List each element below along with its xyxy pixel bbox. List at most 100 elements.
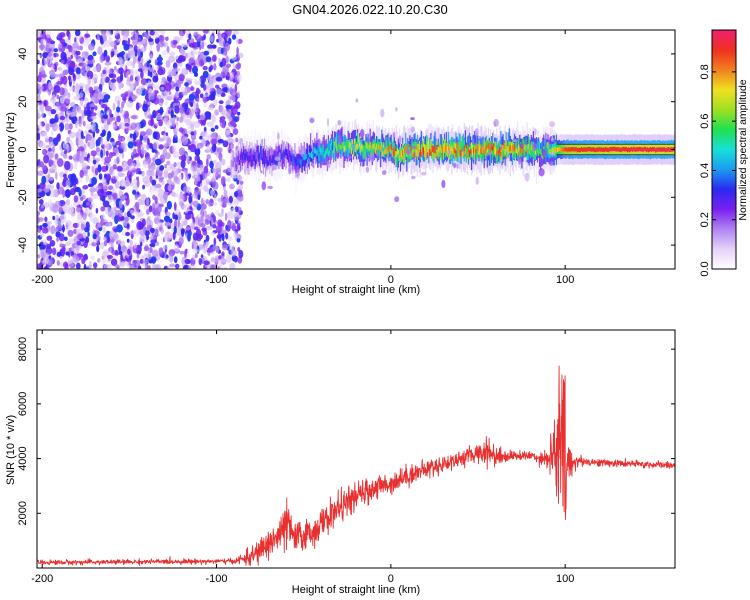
spectrogram-noise-cell	[155, 65, 159, 70]
spectrogram-noise-cell	[126, 100, 134, 108]
spectrogram-noise-cell	[148, 88, 152, 94]
spectrogram-noise-cell	[65, 241, 71, 246]
spectrogram-ridge-cell	[285, 149, 288, 156]
spectrogram-noise-cell	[229, 120, 236, 126]
spectrogram-noise-cell	[238, 250, 244, 259]
spectrogram-noise-cell	[162, 41, 168, 48]
spectrogram-noise-cell	[175, 79, 182, 89]
spectrogram-noise-cell	[228, 195, 233, 204]
spectrogram-y-tick-label: -40	[17, 237, 29, 253]
spectrogram-noise-cell	[103, 94, 111, 100]
spectrogram-noise-cell	[238, 183, 243, 191]
spectrogram-noise-cell	[62, 224, 65, 233]
spectrogram-noise-cell	[112, 124, 118, 130]
spectrogram-ridge-cell	[525, 144, 527, 150]
spectrogram-noise-cell	[202, 70, 209, 79]
spectrogram-noise-cell	[160, 86, 165, 91]
spectrogram-noise-cell	[236, 36, 239, 45]
spectrogram-noise-cell	[236, 238, 241, 243]
spectrogram-noise-cell	[210, 264, 217, 269]
spectrogram-noise-cell	[122, 109, 126, 115]
spectrogram-noise-cell	[123, 62, 127, 71]
spectrogram-ridge-cell	[290, 155, 292, 161]
spectrogram-noise-cell	[192, 170, 197, 176]
snr-trace-y-tick-label: 6000	[17, 392, 29, 416]
spectrogram-noise-cell	[63, 173, 67, 178]
spectrogram-noise-cell	[201, 227, 207, 232]
spectrogram-noise-cell	[102, 181, 108, 189]
spectrogram-noise-cell	[228, 114, 232, 122]
spectrogram-ridge-cell	[455, 150, 457, 158]
spectrogram-scatter-cell	[549, 161, 554, 167]
spectrogram-noise-cell	[51, 247, 57, 256]
spectrogram-noise-cell	[224, 212, 228, 221]
spectrogram-noise-cell	[195, 102, 199, 112]
spectrogram-ridge-cell	[417, 145, 419, 152]
snr-y-label: SNR (10 * v/v)	[5, 415, 17, 485]
spectrogram-noise-cell	[178, 211, 182, 221]
spectrogram-noise-cell	[111, 254, 119, 259]
spectrogram-noise-cell	[215, 84, 220, 89]
spectrogram-noise-cell	[92, 193, 98, 199]
spectrogram-noise-cell	[94, 88, 102, 98]
spectrogram-noise-cell	[49, 118, 57, 125]
spectrogram-noise-cell	[152, 141, 160, 150]
spectrogram-x-label: Height of straight line (km)	[292, 284, 420, 296]
spectrogram-noise-cell	[67, 30, 70, 35]
spectrogram-noise-cell	[234, 206, 239, 213]
spectrogram-noise-cell	[94, 167, 99, 176]
spectrogram-ridge-cell	[250, 148, 252, 155]
spectrogram-noise-cell	[119, 58, 125, 68]
spectrogram-ridge-cell	[502, 144, 504, 151]
spectrogram-noise-cell	[81, 51, 88, 59]
spectrogram-noise-cell	[107, 185, 113, 190]
spectrogram-noise-cell	[193, 100, 197, 109]
spectrogram-noise-cell	[125, 231, 131, 237]
spectrogram-noise-cell	[37, 127, 40, 132]
spectrogram-noise-cell	[75, 207, 81, 213]
spectrogram-noise-cell	[79, 57, 84, 63]
spectrogram-noise-cell	[127, 141, 134, 149]
spectrogram-noise-cell	[133, 227, 141, 237]
spectrogram-noise-cell	[92, 73, 98, 82]
spectrogram-ridge-cell	[247, 155, 249, 161]
spectrogram-noise-cell	[64, 160, 71, 171]
spectrogram-noise-cell	[76, 240, 81, 246]
spectrogram-noise-cell	[152, 209, 156, 215]
spectrogram-noise-cell	[172, 212, 175, 220]
spectrogram-noise-cell	[171, 170, 175, 178]
spectrogram-noise-cell	[111, 116, 116, 121]
spectrogram-noise-cell	[40, 41, 44, 52]
spectrogram-noise-cell	[210, 87, 216, 92]
spectrogram-scatter-cell	[360, 129, 365, 138]
spectrogram-noise-cell	[185, 226, 191, 231]
spectrogram-noise-cell	[82, 41, 89, 47]
spectrogram-ridge-cell	[548, 149, 550, 154]
spectrogram-noise-cell	[48, 258, 53, 267]
spectrogram-noise-cell	[110, 207, 117, 212]
spectrogram-noise-cell	[130, 115, 137, 120]
snr-trace-y-tick-label: 2000	[17, 501, 29, 525]
spectrogram-noise-cell	[200, 254, 204, 258]
spectrogram-ridge-cell	[475, 148, 477, 154]
spectrogram-scatter-cell	[347, 155, 352, 159]
spectrogram-scatter-cell	[270, 148, 275, 153]
spectrogram-ridge-cell	[481, 146, 483, 153]
spectrogram-noise-cell	[178, 116, 184, 123]
spectrogram-noise-cell	[129, 92, 134, 98]
spectrogram-noise-cell	[174, 214, 179, 221]
spectrogram-ridge-cell	[564, 147, 566, 152]
spectrogram-ridge-cell	[495, 148, 497, 155]
snr-trace-y-tick-label: 4000	[17, 446, 29, 470]
spectrogram-noise-cell	[210, 35, 214, 43]
spectrogram-noise-cell	[229, 87, 234, 95]
spectrogram-ridge-cell	[350, 147, 352, 155]
spectrogram-noise-cell	[173, 128, 180, 132]
spectrogram-noise-cell	[213, 99, 218, 106]
spectrogram-noise-cell	[126, 61, 134, 66]
spectrogram-noise-cell	[126, 70, 130, 80]
spectrogram-noise-cell	[209, 160, 214, 169]
spectrogram-scatter-cell	[309, 117, 315, 124]
spectrogram-noise-cell	[194, 155, 200, 161]
